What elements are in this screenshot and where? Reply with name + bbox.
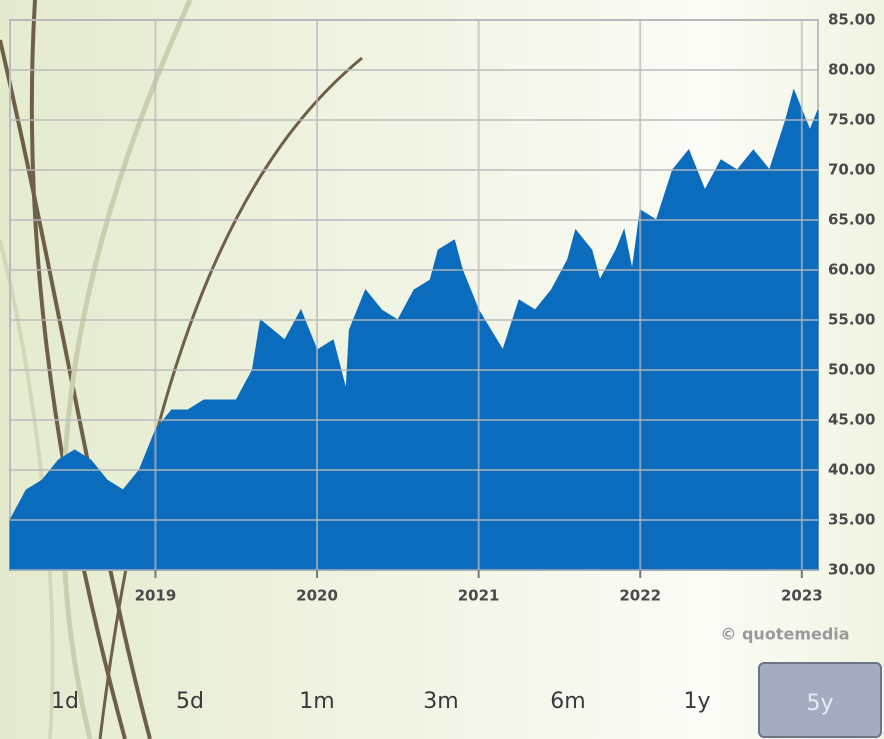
range-button[interactable]: 3m bbox=[423, 689, 459, 714]
y-tick-label: 55.00 bbox=[828, 311, 875, 329]
y-tick-label: 85.00 bbox=[828, 11, 875, 29]
price-area bbox=[9, 88, 819, 571]
x-tick-label: 2022 bbox=[619, 587, 661, 605]
y-tick-label: 60.00 bbox=[828, 261, 875, 279]
y-tick-label: 30.00 bbox=[828, 561, 875, 579]
range-button[interactable]: 1m bbox=[299, 689, 335, 714]
y-tick-label: 50.00 bbox=[828, 361, 875, 379]
y-tick-label: 65.00 bbox=[828, 211, 875, 229]
y-tick-label: 40.00 bbox=[828, 461, 875, 479]
x-tick-label: 2019 bbox=[135, 587, 177, 605]
decoration bbox=[0, 0, 363, 739]
range-button[interactable]: 1y bbox=[683, 689, 711, 714]
y-tick-label: 75.00 bbox=[828, 111, 875, 129]
x-tick-label: 2021 bbox=[458, 587, 500, 605]
x-tick-label: 2020 bbox=[296, 587, 338, 605]
range-button[interactable]: 1d bbox=[51, 689, 79, 714]
y-tick-label: 35.00 bbox=[828, 511, 875, 529]
y-tick-label: 80.00 bbox=[828, 61, 875, 79]
y-tick-label: 45.00 bbox=[828, 411, 875, 429]
range-button[interactable]: 5d bbox=[176, 689, 204, 714]
watermark: © quotemedia bbox=[720, 625, 849, 644]
x-tick-label: 2023 bbox=[781, 587, 823, 605]
range-button[interactable]: 6m bbox=[550, 689, 586, 714]
y-tick-label: 70.00 bbox=[828, 161, 875, 179]
range-button[interactable]: 5y bbox=[758, 662, 882, 738]
